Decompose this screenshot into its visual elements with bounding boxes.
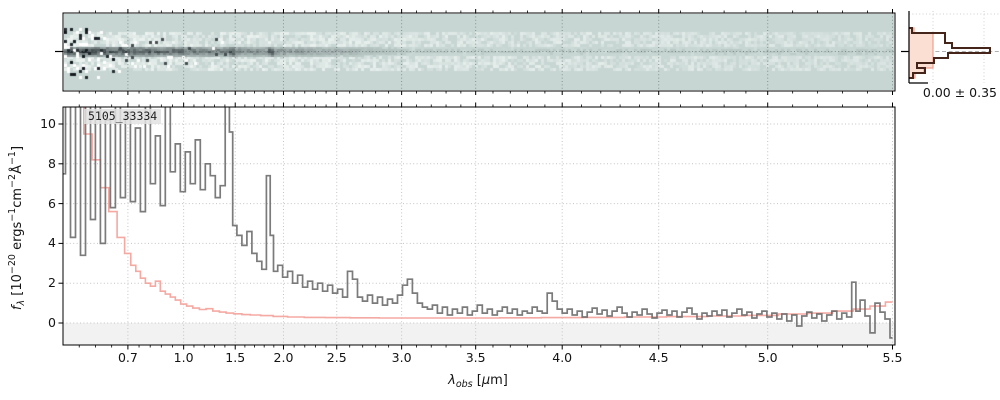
below-zero-band bbox=[63, 323, 895, 345]
object-id-text: 5105_33334 bbox=[88, 109, 158, 123]
x-tick-label: 3.0 bbox=[391, 350, 412, 365]
hist-line-series bbox=[909, 27, 991, 79]
label-segment: μ bbox=[481, 373, 491, 388]
x-tick-label: 2.5 bbox=[326, 350, 347, 365]
label-segment: f bbox=[10, 305, 25, 311]
label-segment: m] bbox=[490, 373, 508, 388]
label-segment: −2 bbox=[7, 173, 18, 188]
x-axis-label: λobs [μm] bbox=[448, 373, 508, 390]
flux-curve bbox=[63, 107, 893, 339]
hist-fill-series bbox=[908, 27, 934, 79]
y-tick-label: 10 bbox=[40, 116, 56, 131]
label-segment: λ bbox=[16, 299, 27, 306]
y-tick-label: 2 bbox=[48, 275, 56, 291]
error-curve bbox=[83, 107, 893, 319]
x-tick-label: 0.7 bbox=[117, 350, 138, 365]
x-tick-label: 1.0 bbox=[173, 350, 194, 365]
curves-group bbox=[63, 107, 893, 339]
y-tick-label: 6 bbox=[48, 195, 56, 211]
label-segment: ] bbox=[10, 145, 25, 152]
label-segment: −20 bbox=[7, 254, 18, 275]
spectrum-2d-image bbox=[64, 14, 894, 90]
x-tick-label: 4.5 bbox=[648, 350, 669, 365]
label-segment: [ bbox=[472, 373, 482, 388]
main-panel-border bbox=[62, 106, 896, 346]
x-tick-label: 2.0 bbox=[273, 350, 294, 365]
y-tick-label: 0 bbox=[48, 315, 56, 330]
label-segment: −1 bbox=[7, 207, 18, 222]
x-tick-label: 1.5 bbox=[225, 350, 246, 365]
x-tick-label: 4.0 bbox=[552, 350, 573, 365]
x-tick-label: 5.5 bbox=[882, 350, 903, 365]
x-tick-label: 5.0 bbox=[757, 350, 778, 365]
histogram-stat-label: 0.00 ± 0.35 bbox=[922, 85, 997, 100]
label-segment: obs bbox=[455, 379, 473, 390]
object-id-label: 5105_33334 bbox=[84, 109, 162, 124]
label-segment: −1 bbox=[7, 151, 18, 166]
y-tick-label: 4 bbox=[48, 235, 56, 251]
x-tick-label: 3.5 bbox=[465, 350, 486, 365]
label-segment: λ bbox=[448, 373, 456, 388]
y-tick-label: 8 bbox=[48, 155, 56, 171]
